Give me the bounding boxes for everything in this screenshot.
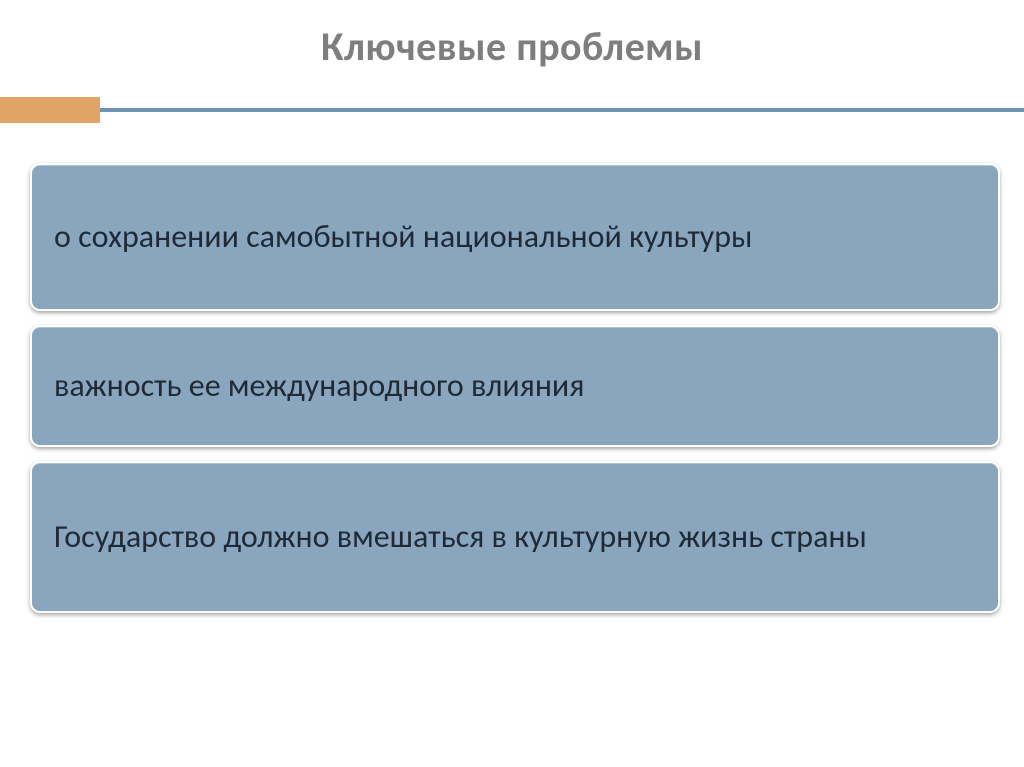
panel-text: Государство должно вмешаться в культурну… — [54, 518, 867, 556]
title-rule — [0, 97, 1024, 123]
divider-line — [100, 108, 1024, 112]
panel-list: о сохранении самобытной национальной кул… — [0, 163, 1024, 613]
panel-item: Государство должно вмешаться в культурну… — [30, 461, 1000, 613]
accent-block — [0, 97, 100, 123]
slide-title: Ключевые проблемы — [0, 22, 1024, 71]
slide: Ключевые проблемы о сохранении самобытно… — [0, 0, 1024, 767]
panel-item: важность ее международного влияния — [30, 325, 1000, 447]
panel-text: о сохранении самобытной национальной кул… — [54, 218, 752, 256]
panel-item: о сохранении самобытной национальной кул… — [30, 163, 1000, 311]
panel-text: важность ее международного влияния — [54, 367, 584, 405]
